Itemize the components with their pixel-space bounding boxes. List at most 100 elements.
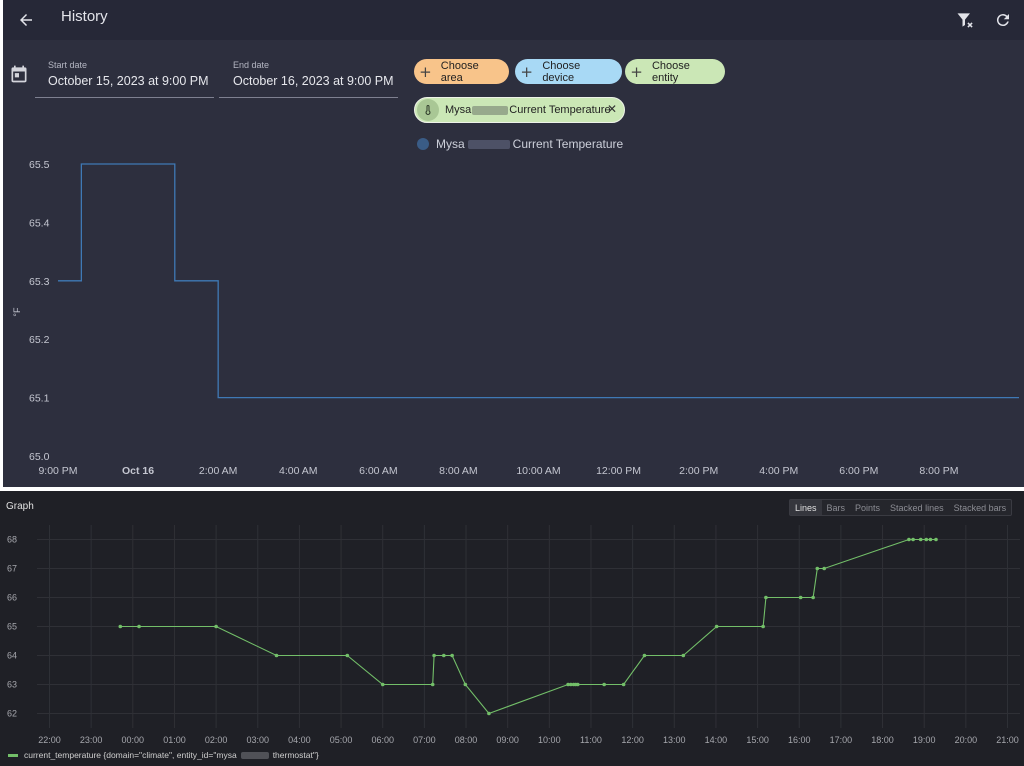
data-point	[432, 653, 436, 658]
grafana-line-chart: 22:00 23:00 00:00 01:00 02:00 03:00 04:00 05:00…	[7, 525, 1020, 745]
entity-name-suffix: Current Temperature	[509, 104, 611, 116]
data-point	[798, 595, 803, 600]
legend-swatch	[8, 753, 18, 757]
data-point	[918, 537, 923, 542]
data-point	[487, 711, 491, 716]
data-point	[642, 653, 647, 658]
x-tick-label: 02:00	[205, 735, 228, 745]
x-tick-label: 21:00	[996, 735, 1019, 745]
chart-legend-item[interactable]: Mysa Current Temperature	[417, 137, 623, 151]
y-axis-label: °F	[12, 307, 22, 317]
y-tick-label: 66	[7, 593, 17, 603]
end-date-field[interactable]: End date October 16, 2023 at 9:00 PM	[219, 60, 398, 98]
data-point	[924, 537, 929, 542]
thermometer-icon	[417, 99, 439, 121]
x-tick-label: 07:00	[413, 735, 436, 745]
x-tick-label: 6:00 PM	[839, 465, 878, 477]
data-point	[442, 653, 446, 658]
x-tick-label: 4:00 AM	[279, 465, 318, 477]
x-tick-label: 18:00	[871, 735, 894, 745]
start-date-field[interactable]: Start date October 15, 2023 at 9:00 PM	[35, 60, 214, 98]
legend-swatch	[417, 138, 429, 150]
y-tick-label: 65.4	[29, 217, 50, 229]
choose-area-button[interactable]: + Choose area	[414, 59, 509, 84]
choose-entity-label: Choose entity	[651, 59, 690, 84]
data-point	[764, 595, 768, 600]
y-tick-label: 65.1	[29, 393, 50, 405]
panel-title: Graph	[6, 501, 34, 512]
series-line	[120, 538, 937, 715]
close-icon[interactable]: ✕	[606, 102, 617, 116]
x-tick-label: 22:00	[38, 735, 61, 745]
x-tick-label: 8:00 PM	[919, 465, 958, 477]
x-tick-label: 4:00 PM	[759, 465, 798, 477]
grafana-graph-panel: 22:00 23:00 00:00 01:00 02:00 03:00 04:00 05:00…	[0, 491, 1024, 766]
data-point	[907, 537, 911, 542]
data-point	[681, 653, 686, 658]
data-point	[274, 653, 279, 658]
x-tick-label: 6:00 AM	[359, 465, 398, 477]
x-tick-label: 8:00 AM	[439, 465, 478, 477]
x-tick-label: 10:00	[538, 735, 561, 745]
graph-mode-toggle: Lines Bars Points Stacked lines Stacked bars	[789, 499, 1013, 516]
data-point	[911, 537, 915, 542]
refresh-button[interactable]	[987, 4, 1019, 36]
data-point	[380, 682, 385, 687]
choose-device-button[interactable]: + Choose device	[515, 59, 622, 84]
mode-option-bars[interactable]: Bars	[826, 503, 846, 513]
y-tick-label: 68	[7, 535, 17, 545]
plus-icon: +	[630, 62, 643, 81]
x-tick-label: 23:00	[80, 735, 103, 745]
selected-entity-chip[interactable]: Mysa Current Temperature ✕	[414, 97, 625, 123]
page-title: History	[61, 8, 108, 25]
x-tick-label: 12:00 PM	[596, 465, 641, 477]
data-point	[822, 566, 827, 571]
end-date-value: October 16, 2023 at 9:00 PM	[233, 74, 394, 88]
clear-filters-button[interactable]	[949, 4, 981, 36]
data-point	[928, 537, 933, 542]
x-tick-label: 16:00	[788, 735, 811, 745]
legend-suffix: thermostat"}	[272, 750, 319, 760]
x-tick-label: 10:00 AM	[516, 465, 560, 477]
y-tick-label: 65.3	[29, 276, 50, 288]
back-button[interactable]	[10, 4, 42, 36]
data-point	[761, 624, 765, 629]
data-point	[621, 682, 626, 687]
legend-prefix: current_temperature {domain="climate", e…	[24, 750, 237, 760]
mode-option-stacked-bars[interactable]: Stacked bars	[953, 503, 1007, 513]
data-point	[118, 624, 123, 629]
data-point	[450, 653, 454, 658]
graph-legend[interactable]: current_temperature {domain="climate", e…	[8, 750, 319, 760]
x-tick-label: 9:00 PM	[38, 465, 77, 477]
data-point	[137, 624, 141, 629]
x-tick-label: 20:00	[955, 735, 978, 745]
x-tick-label: 06:00	[371, 735, 394, 745]
y-tick-label: 63	[7, 680, 17, 690]
redacted-block	[467, 139, 510, 149]
y-tick-label: 65.5	[29, 159, 50, 171]
y-tick-label: 65.0	[29, 451, 50, 463]
end-date-label: End date	[233, 60, 270, 70]
x-tick-label: 04:00	[288, 735, 311, 745]
mode-option-stacked-lines[interactable]: Stacked lines	[890, 503, 944, 513]
y-tick-label: 65	[7, 622, 17, 632]
filter-remove-icon	[957, 13, 973, 28]
data-point	[430, 682, 435, 687]
top-app-bar: History	[3, 0, 1024, 40]
x-tick-label: 05:00	[330, 735, 353, 745]
x-tick-label: 19:00	[913, 735, 936, 745]
redacted-block	[240, 751, 269, 759]
x-tick-label: 17:00	[830, 735, 853, 745]
start-date-label: Start date	[48, 60, 88, 70]
x-tick-label: 2:00 AM	[199, 465, 238, 477]
mode-option-points[interactable]: Points	[855, 503, 881, 513]
x-tick-label: Oct 16	[122, 465, 154, 477]
y-tick-label: 64	[7, 651, 17, 661]
refresh-icon	[996, 14, 1009, 27]
mode-option-lines[interactable]: Lines	[790, 500, 822, 515]
data-point	[566, 682, 570, 687]
choose-entity-button[interactable]: + Choose entity	[625, 59, 725, 84]
plus-icon: +	[520, 62, 533, 81]
data-point	[575, 682, 580, 687]
x-tick-label: 00:00	[122, 735, 145, 745]
